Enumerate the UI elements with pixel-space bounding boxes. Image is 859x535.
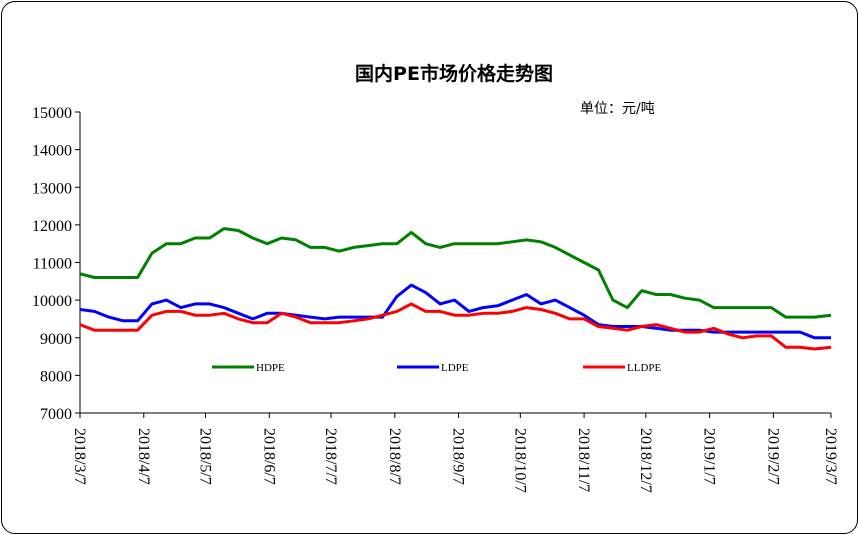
- y-tick-label: 12000: [32, 218, 72, 235]
- series-lines: [79, 227, 832, 351]
- x-tick-label: 2018/5/7: [197, 428, 214, 485]
- x-tick-label: 2018/10/7: [511, 428, 528, 493]
- x-tick-label: 2019/2/7: [764, 428, 781, 485]
- y-tick-label: 14000: [32, 143, 72, 160]
- x-axis-ticks: 2018/3/7 2018/4/7 2018/5/7 2018/6/7 2018/7/7…: [71, 413, 839, 493]
- y-tick-label: 11000: [33, 256, 72, 273]
- y-tick-label: 7000: [40, 406, 72, 423]
- x-tick-label: 2018/3/7: [71, 428, 88, 485]
- x-tick-label: 2019/1/7: [701, 428, 718, 485]
- legend-label-hdpe: HDPE: [256, 362, 285, 374]
- chart-title: 国内PE市场价格走势图: [355, 62, 553, 85]
- x-tick-label: 2018/12/7: [637, 428, 654, 493]
- y-tick-label: 15000: [32, 105, 72, 122]
- y-tick-label: 13000: [32, 180, 72, 197]
- x-tick-label: 2018/6/7: [260, 428, 277, 485]
- y-tick-label: 9000: [40, 331, 72, 348]
- legend-label-ldpe: LDPE: [441, 362, 469, 374]
- y-tick-label: 8000: [40, 368, 72, 385]
- legend-label-lldpe: LLDPE: [627, 362, 662, 374]
- x-tick-label: 2018/7/7: [322, 428, 339, 485]
- unit-label: 单位：元/吨: [580, 101, 655, 117]
- x-tick-label: 2018/9/7: [450, 428, 467, 485]
- x-tick-label: 2018/4/7: [135, 428, 152, 485]
- x-tick-label: 2018/8/7: [386, 428, 403, 485]
- series-line-lldpe: [79, 302, 832, 351]
- series-line-hdpe: [79, 227, 832, 319]
- y-tick-label: 10000: [32, 293, 72, 310]
- y-axis-ticks: 7000 8000 9000 10000 11000 12000 13000 14000 150…: [32, 105, 80, 423]
- x-tick-label: 2018/11/7: [575, 428, 592, 492]
- legend: HDPE LDPE LLDPE: [212, 362, 662, 374]
- x-tick-label: 2019/3/7: [822, 428, 839, 485]
